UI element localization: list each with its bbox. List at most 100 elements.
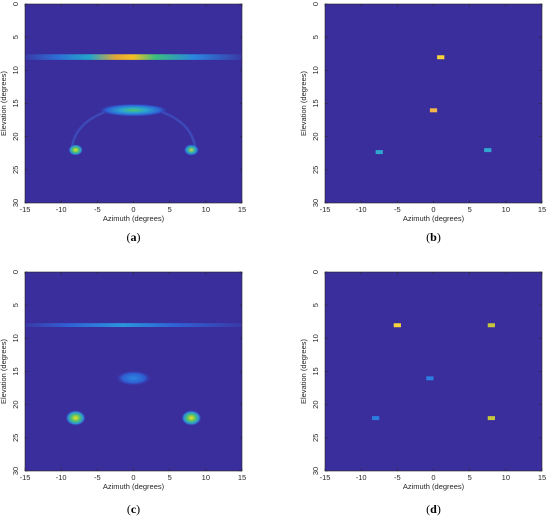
y-tick-label: 25 (11, 166, 20, 174)
heatmap-background (325, 4, 542, 203)
x-tick-label: -10 (356, 473, 367, 482)
x-tick-label: -5 (394, 473, 401, 482)
y-tick-label: 5 (311, 35, 320, 39)
heatmap-point-1 (437, 55, 445, 60)
x-tick-label: -5 (94, 205, 101, 214)
caption-open: ( (426, 502, 430, 516)
x-tick-label: 15 (238, 473, 246, 482)
caption-open: ( (127, 502, 131, 516)
x-axis-label: Azimuth (degrees) (103, 482, 165, 491)
x-tick-label: -15 (20, 205, 31, 214)
x-tick-label: 5 (168, 473, 172, 482)
x-tick-label: -5 (394, 205, 401, 214)
x-axis-label: Azimuth (degrees) (403, 214, 465, 223)
x-tick-label: -15 (320, 473, 331, 482)
y-axis-label: Elevation (degrees) (299, 338, 308, 404)
y-tick-label: 0 (11, 270, 20, 274)
y-tick-label: 20 (311, 132, 320, 140)
x-axis-label: Azimuth (degrees) (403, 482, 465, 491)
y-tick-label: 0 (311, 2, 320, 6)
x-tick-label: 0 (131, 473, 135, 482)
x-tick-label: 5 (468, 205, 472, 214)
heatmap-point-3 (426, 376, 434, 381)
panel-b: -15 -10 -5 0 5 10 15 0 5 10 15 20 25 30 Azimuth (degre… (299, 2, 546, 244)
x-tick-label: 15 (538, 473, 546, 482)
caption-letter: b (430, 230, 437, 244)
heatmap-features (375, 55, 492, 155)
y-tick-label: 20 (11, 132, 20, 140)
panel-caption: (d) (426, 502, 441, 516)
heatmap-features (372, 323, 495, 421)
heatmap-point-1 (393, 323, 401, 328)
heatmap-point-5 (487, 416, 495, 421)
y-tick-label: 15 (311, 99, 320, 107)
heatmap-features (25, 323, 242, 426)
panel-c: -15 -10 -5 0 5 10 15 0 5 10 15 20 25 30 Azimuth (degre… (0, 270, 246, 516)
heatmap-point-4 (484, 148, 492, 153)
y-tick-label: 0 (11, 2, 20, 6)
caption-letter: c (131, 502, 137, 516)
x-tick-label: -10 (56, 205, 67, 214)
y-tick-label: 25 (311, 434, 320, 442)
y-tick-label: 30 (11, 199, 20, 207)
caption-letter: d (430, 502, 437, 516)
heatmap-arc-right (161, 110, 197, 147)
heatmap-blob-2 (114, 370, 153, 387)
caption-close: ) (137, 230, 141, 244)
x-tick-label: -10 (56, 473, 67, 482)
x-tick-label: 0 (431, 473, 435, 482)
heatmap-band-1 (25, 323, 242, 328)
y-tick-label: 10 (11, 66, 20, 74)
caption-open: ( (127, 230, 131, 244)
heatmap-features (25, 54, 242, 156)
heatmap-point-3 (68, 144, 84, 156)
heatmap-point-3 (375, 150, 383, 155)
y-axis-label: Elevation (degrees) (0, 70, 8, 136)
y-tick-label: 15 (311, 367, 320, 375)
x-tick-label: -15 (320, 205, 331, 214)
heatmap-background (325, 272, 542, 471)
x-tick-label: 15 (238, 205, 246, 214)
panel-caption: (a) (127, 230, 141, 244)
caption-close: ) (437, 230, 441, 244)
y-tick-label: 5 (311, 303, 320, 307)
heatmap-point-3 (65, 409, 86, 426)
panel-caption: (b) (426, 230, 441, 244)
heatmap-point-2 (429, 108, 438, 113)
y-axis-label: Elevation (degrees) (0, 338, 8, 404)
heatmap-point-4 (183, 144, 199, 156)
y-tick-label: 5 (11, 303, 20, 307)
caption-close: ) (437, 502, 441, 516)
panel-d: -15 -10 -5 0 5 10 15 0 5 10 15 20 25 30 Azimuth (degre… (299, 270, 546, 516)
x-tick-label: 0 (431, 205, 435, 214)
y-tick-label: 0 (311, 270, 320, 274)
panel-caption: (c) (127, 502, 140, 516)
x-tick-label: 10 (502, 473, 510, 482)
heatmap-band-1 (25, 54, 242, 60)
y-tick-label: 30 (311, 467, 320, 475)
y-tick-label: 15 (11, 99, 20, 107)
y-tick-label: 15 (11, 367, 20, 375)
x-axis-label: Azimuth (degrees) (103, 214, 165, 223)
y-tick-label: 10 (311, 334, 320, 342)
y-tick-label: 30 (11, 467, 20, 475)
heatmap-blob-2 (97, 103, 170, 117)
x-tick-label: 10 (202, 473, 210, 482)
y-tick-label: 25 (11, 434, 20, 442)
x-tick-label: 15 (538, 205, 546, 214)
y-tick-label: 5 (11, 35, 20, 39)
caption-close: ) (136, 502, 140, 516)
x-tick-label: -15 (20, 473, 31, 482)
x-tick-label: 0 (131, 205, 135, 214)
x-tick-label: -10 (356, 205, 367, 214)
heatmap-arc-left (70, 110, 106, 147)
x-tick-label: 10 (202, 205, 210, 214)
panel-a: -15 -10 -5 0 5 10 15 0 5 10 15 20 25 30 Azimuth (degre… (0, 2, 246, 244)
y-tick-label: 30 (311, 199, 320, 207)
heatmap-point-4 (372, 416, 380, 421)
y-tick-label: 10 (311, 66, 320, 74)
x-tick-label: 5 (468, 473, 472, 482)
heatmap-point-4 (181, 409, 202, 426)
heatmap-point-2 (487, 323, 495, 328)
